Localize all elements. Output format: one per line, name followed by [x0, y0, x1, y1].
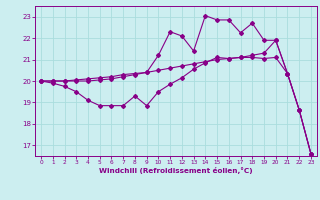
X-axis label: Windchill (Refroidissement éolien,°C): Windchill (Refroidissement éolien,°C) [99, 167, 253, 174]
